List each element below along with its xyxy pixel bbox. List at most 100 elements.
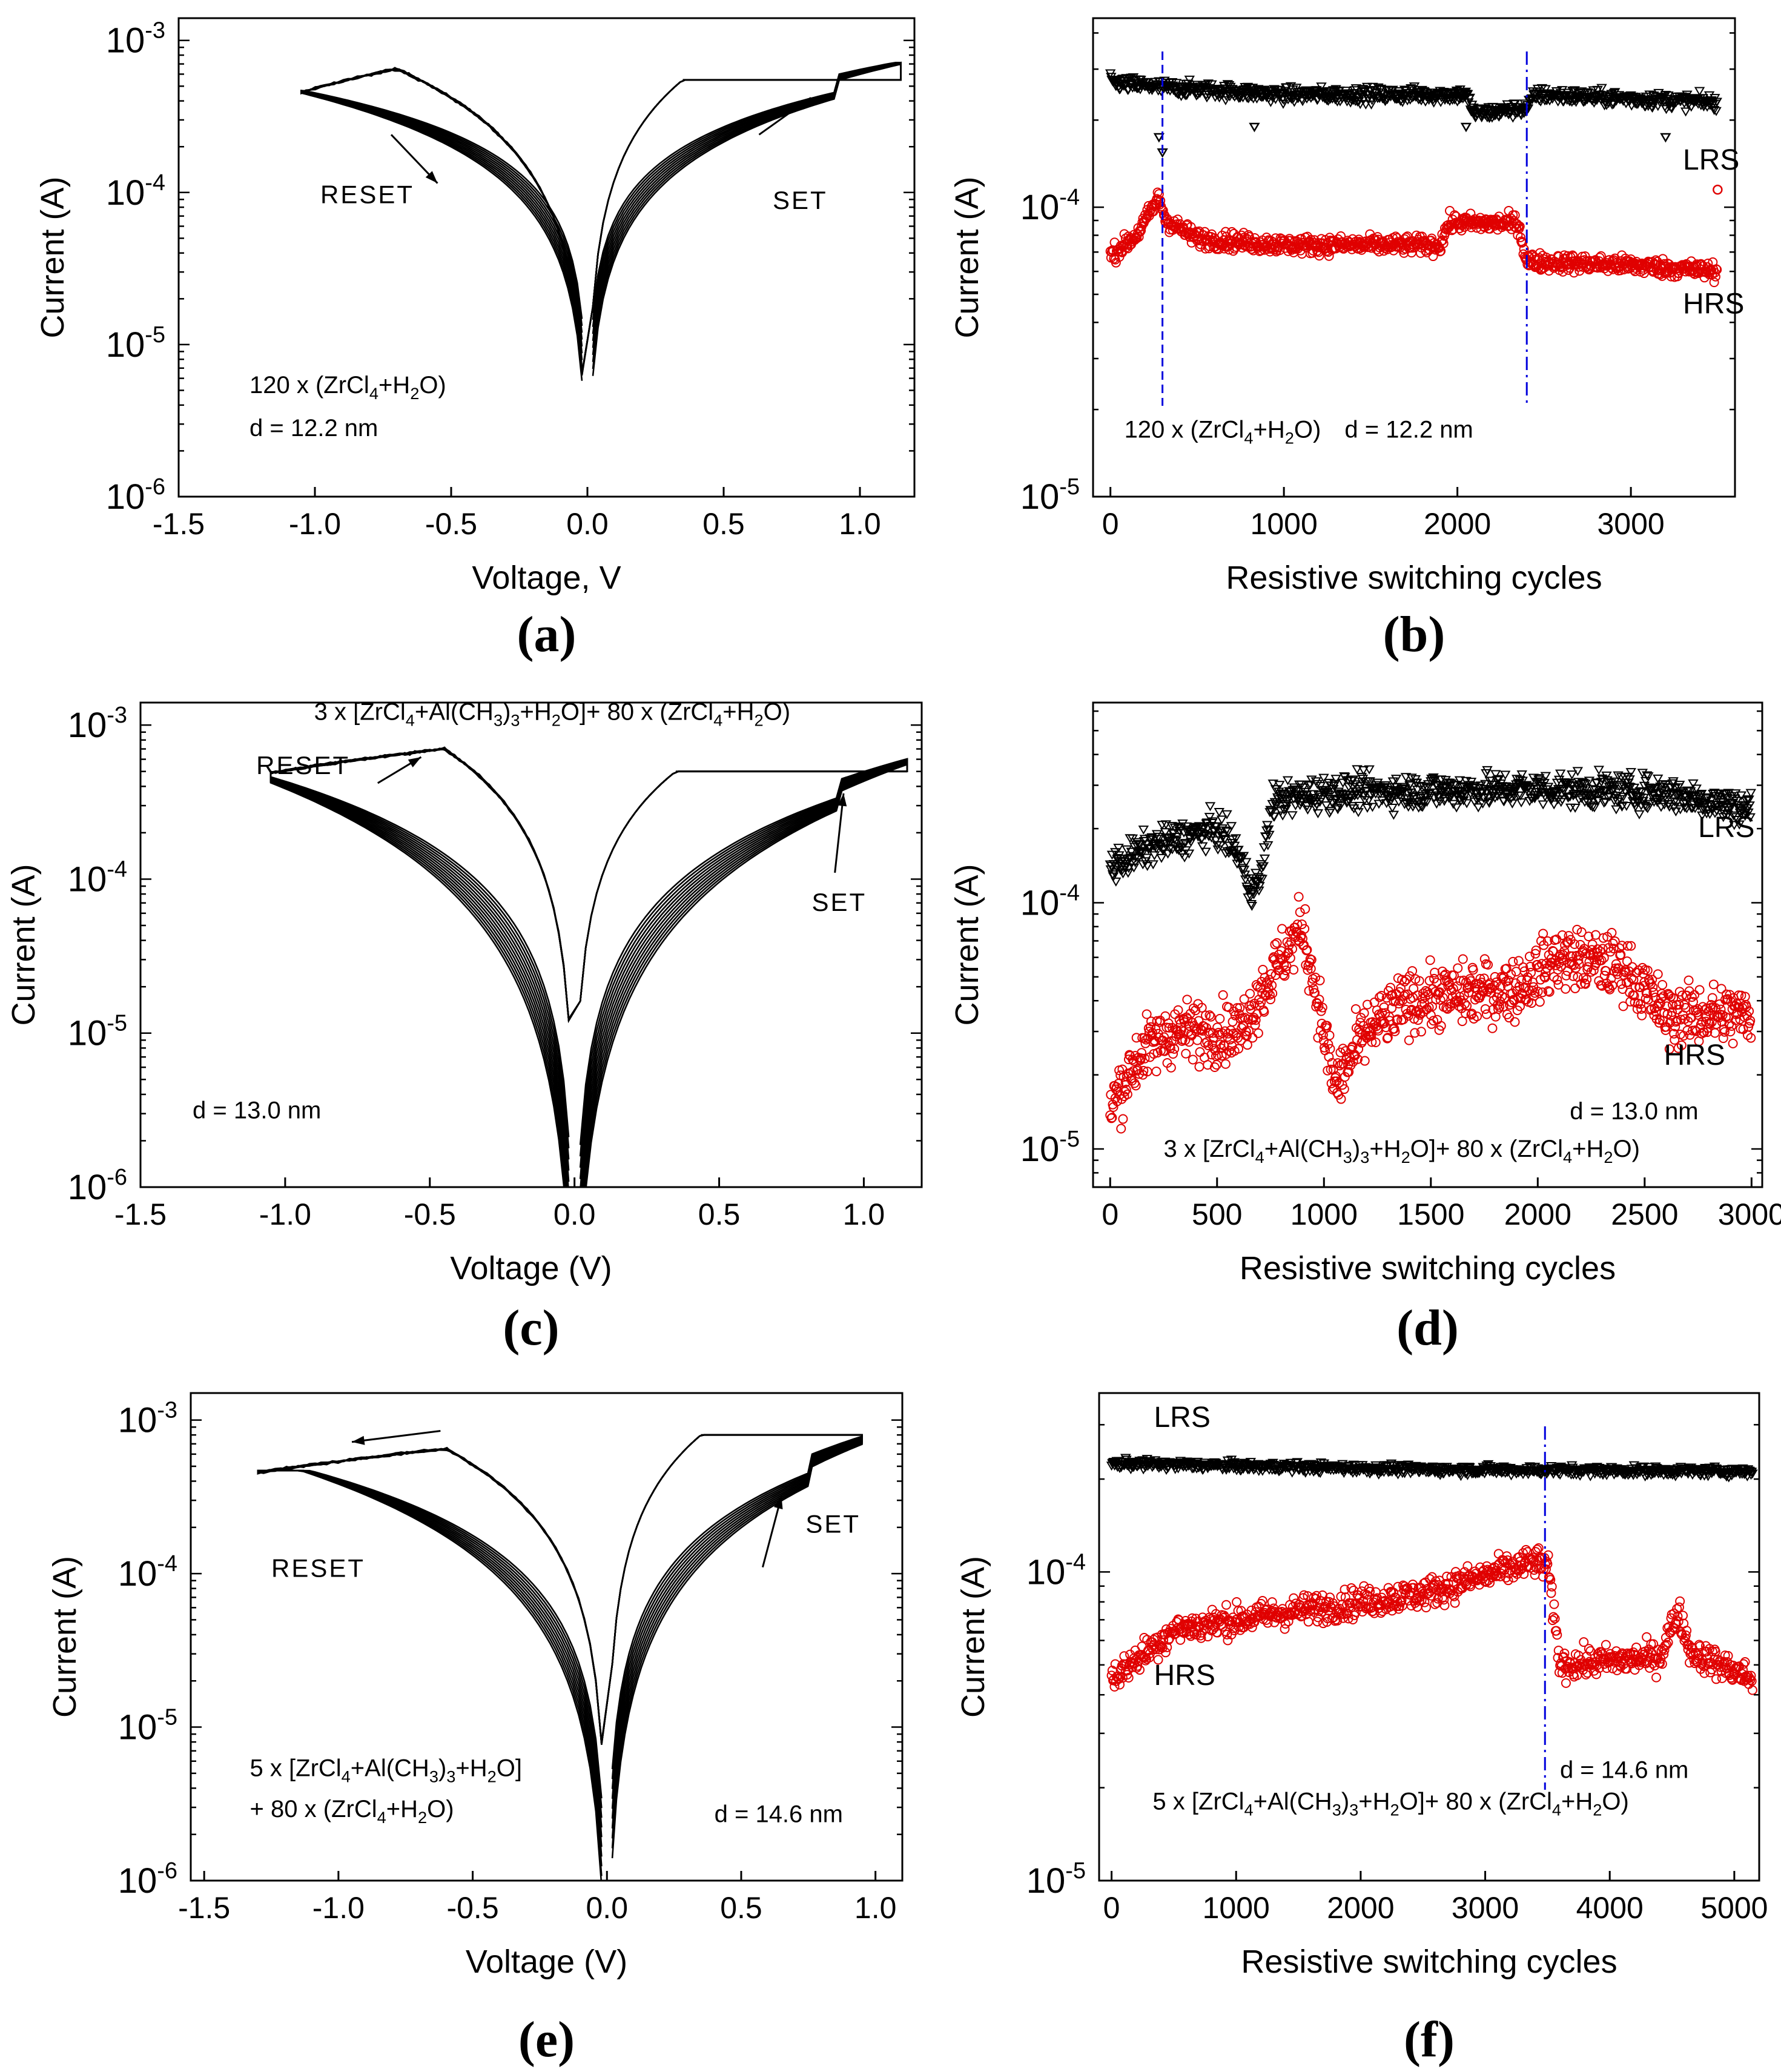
lrs-point bbox=[1571, 789, 1582, 799]
series-lrs bbox=[1105, 765, 1757, 911]
y-tick-label: 10-5 bbox=[68, 1011, 127, 1053]
lrs-point bbox=[1615, 781, 1627, 790]
hrs-point bbox=[1637, 962, 1648, 973]
lrs-point bbox=[1515, 776, 1525, 786]
hrs-point bbox=[1452, 981, 1462, 991]
lrs-point bbox=[1204, 813, 1215, 823]
y-tick-label: 10-4 bbox=[118, 1551, 177, 1594]
x-tick-label: 0.5 bbox=[698, 1197, 741, 1231]
lrs-point bbox=[1370, 88, 1382, 98]
hrs-point bbox=[1626, 941, 1636, 951]
hrs-point bbox=[1570, 939, 1580, 949]
note-recipe-part: 4 bbox=[406, 711, 415, 730]
lrs-point bbox=[1675, 805, 1686, 815]
hrs-point bbox=[1215, 1013, 1225, 1024]
lrs-point bbox=[1734, 820, 1745, 830]
lrs-point bbox=[1183, 849, 1195, 859]
hrs-point bbox=[1438, 993, 1448, 1003]
hrs-point bbox=[1336, 1094, 1346, 1104]
series-label-lrs: LRS bbox=[1698, 812, 1754, 844]
lrs-point bbox=[1207, 817, 1218, 827]
hrs-point bbox=[1508, 956, 1518, 967]
annotation-reset: RESET bbox=[320, 180, 414, 209]
y-tick-label: 10-6 bbox=[106, 474, 165, 517]
lrs-point bbox=[1438, 783, 1449, 792]
hrs-point bbox=[1309, 235, 1320, 245]
lrs-point bbox=[1281, 801, 1292, 811]
hrs-point bbox=[1622, 941, 1633, 951]
hrs-point bbox=[1705, 1019, 1715, 1029]
hrs-point bbox=[1515, 221, 1525, 231]
plot-data bbox=[1106, 1454, 1758, 1695]
lrs-point bbox=[1254, 886, 1264, 896]
hrs-point bbox=[1350, 1004, 1361, 1014]
lrs-point bbox=[1584, 776, 1595, 786]
hrs-point bbox=[1746, 1033, 1756, 1043]
hrs-point bbox=[1436, 1021, 1446, 1031]
hrs-point bbox=[1524, 952, 1535, 962]
lrs-point bbox=[1581, 784, 1591, 793]
y-axis-label: Current (A) bbox=[949, 176, 985, 338]
hrs-point bbox=[1160, 1046, 1170, 1056]
lrs-point bbox=[1593, 766, 1605, 775]
lrs-point bbox=[1708, 106, 1720, 116]
hrs-point bbox=[1390, 1026, 1400, 1036]
y-tick-label: 10-3 bbox=[106, 18, 165, 61]
lrs-point bbox=[1302, 806, 1313, 815]
x-tick-label: 0.0 bbox=[553, 1197, 596, 1231]
hrs-point bbox=[1380, 1018, 1390, 1028]
plot-frame bbox=[1092, 17, 1736, 498]
plot-frame bbox=[190, 1392, 904, 1882]
hrs-point bbox=[1687, 992, 1697, 1002]
hrs-point bbox=[1134, 232, 1144, 242]
hrs-point bbox=[1513, 956, 1524, 966]
hrs-point bbox=[1359, 1008, 1369, 1018]
y-tick-label: 10-5 bbox=[118, 1705, 177, 1747]
note-thickness-part: d = 14.6 nm bbox=[715, 1801, 843, 1828]
lrs-point bbox=[1502, 100, 1513, 110]
lrs-point bbox=[1498, 797, 1510, 807]
hrs-point bbox=[1533, 986, 1543, 996]
hrs-point bbox=[1168, 1049, 1178, 1059]
lrs-point bbox=[1185, 838, 1197, 847]
hrs-point bbox=[1383, 1033, 1393, 1043]
hrs-point bbox=[1694, 985, 1705, 995]
lrs-point bbox=[1263, 825, 1274, 835]
hrs-point bbox=[1544, 987, 1555, 997]
hrs-point bbox=[1107, 1113, 1117, 1123]
note-recipe-part: 4 bbox=[369, 384, 378, 403]
hrs-point bbox=[1243, 1014, 1253, 1024]
lrs-point bbox=[1507, 799, 1518, 809]
note-recipe-part: O) bbox=[419, 372, 446, 399]
lrs-point bbox=[1465, 778, 1477, 787]
note-recipe1-part: O] bbox=[497, 1755, 522, 1781]
lrs-point bbox=[1149, 851, 1160, 861]
lrs-point bbox=[1259, 854, 1270, 864]
hrs-point bbox=[1302, 945, 1312, 955]
iv-curve bbox=[269, 747, 908, 1187]
x-tick-label: 0.0 bbox=[566, 507, 609, 541]
hrs-point bbox=[1287, 944, 1298, 954]
plot-data bbox=[300, 61, 902, 381]
hrs-point bbox=[1483, 959, 1493, 970]
hrs-point bbox=[1607, 927, 1617, 938]
hrs-point bbox=[1209, 1062, 1220, 1072]
lrs-point bbox=[1585, 1472, 1596, 1481]
lrs-point bbox=[1694, 87, 1705, 96]
x-tick-label: 2000 bbox=[1424, 507, 1491, 541]
iv-curve bbox=[300, 61, 902, 374]
lrs-point bbox=[1146, 833, 1157, 842]
lrs-point bbox=[1162, 849, 1174, 859]
hrs-point bbox=[1607, 980, 1617, 990]
hrs-point bbox=[1498, 973, 1508, 984]
hrs-point bbox=[1549, 971, 1559, 982]
lrs-point bbox=[1430, 788, 1441, 798]
note-recipe1-part: 4 bbox=[342, 1767, 351, 1786]
lrs-point bbox=[1330, 85, 1341, 94]
lrs-point bbox=[1350, 84, 1362, 94]
plot-data bbox=[1105, 69, 1723, 288]
hrs-point bbox=[1234, 1044, 1244, 1054]
lrs-point bbox=[1647, 104, 1658, 113]
hrs-point bbox=[1455, 976, 1465, 986]
hrs-point bbox=[1481, 1009, 1492, 1019]
